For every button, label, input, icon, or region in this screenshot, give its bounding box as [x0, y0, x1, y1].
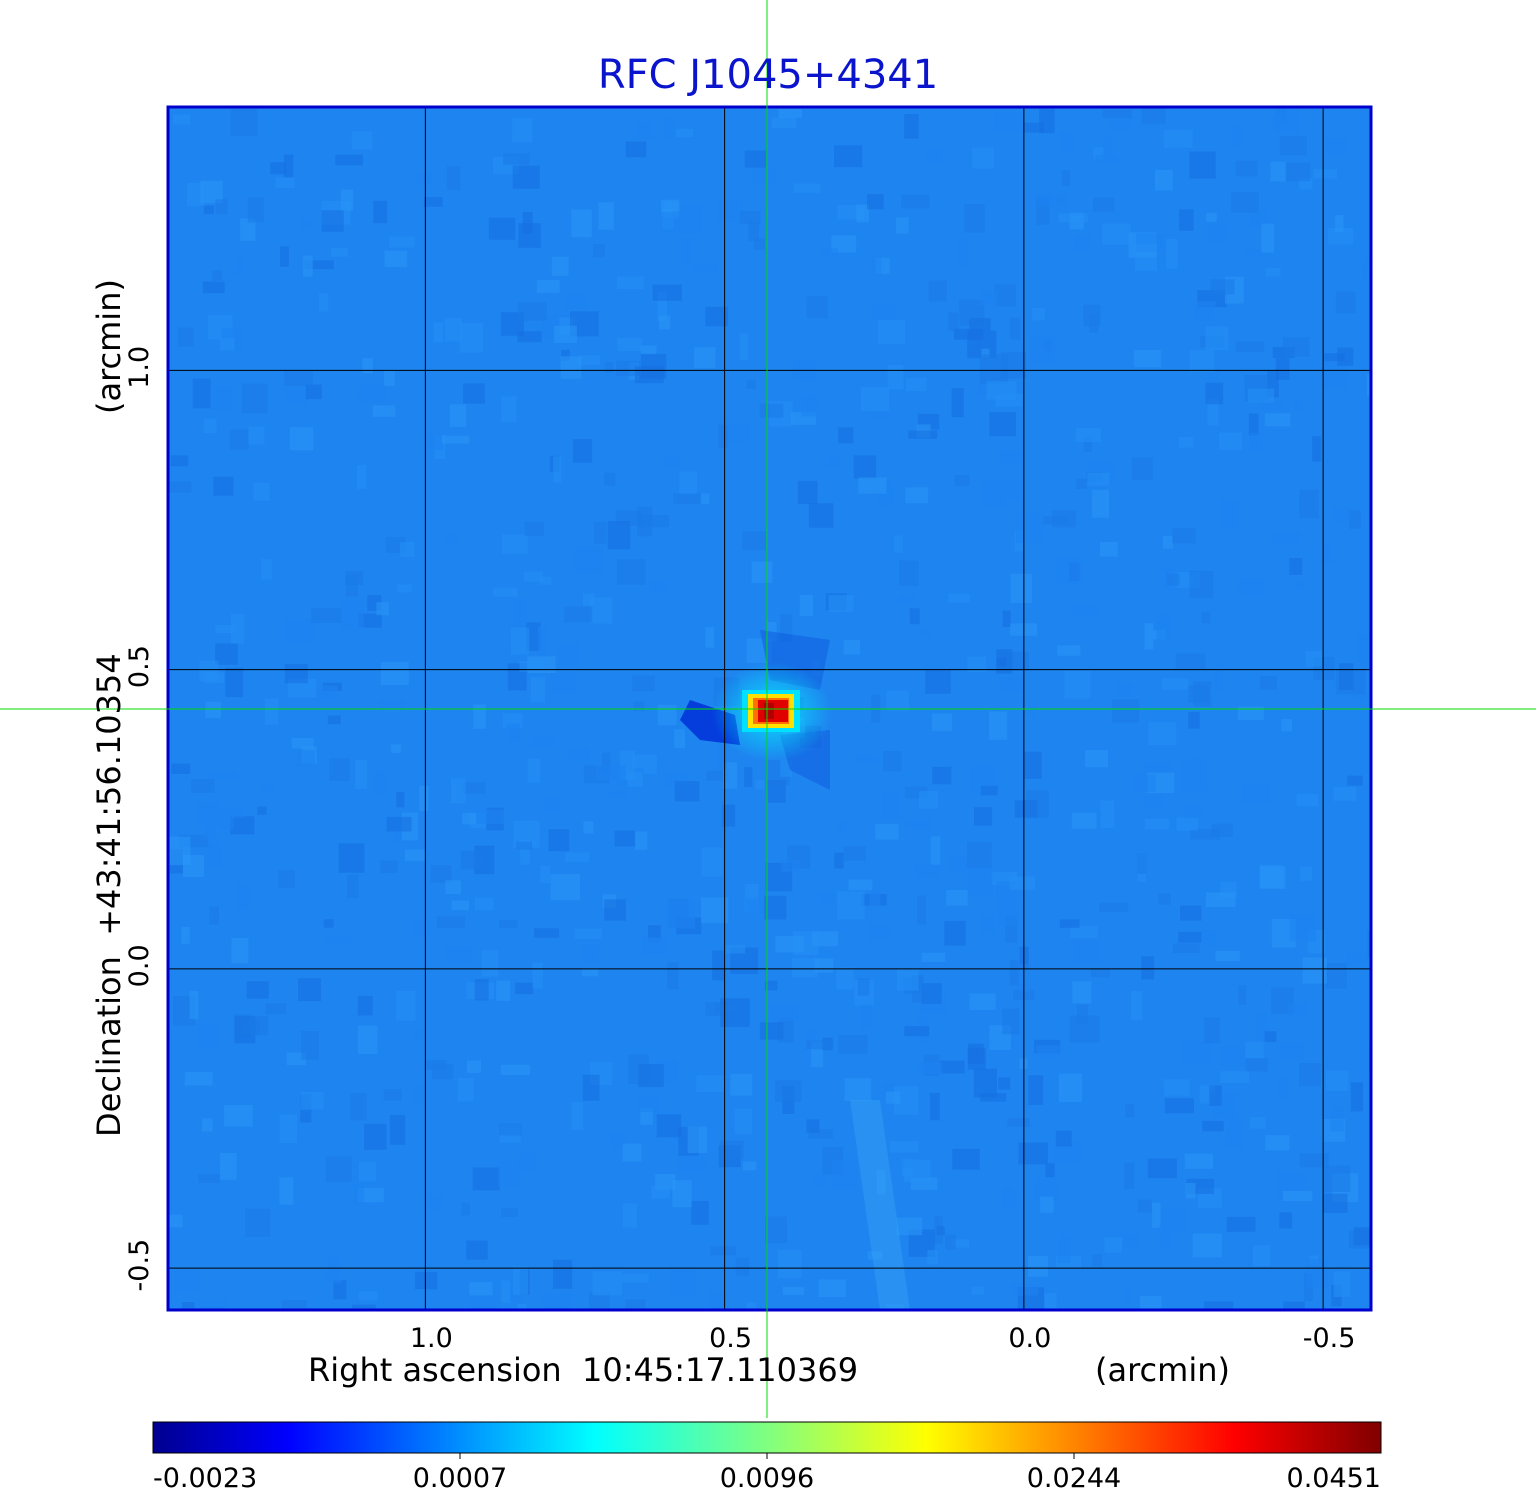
x-tick-label: 0.5: [709, 1323, 752, 1354]
x-tick-label: -0.5: [1303, 1323, 1356, 1354]
y-tick-label: -0.5: [124, 1239, 155, 1292]
colorbar-tick-label: -0.0023: [153, 1463, 257, 1494]
y-tick-label: 0.5: [124, 645, 155, 688]
x-axis-unit: (arcmin): [1095, 1351, 1230, 1389]
x-axis-label: Right ascension 10:45:17.110369: [308, 1351, 858, 1389]
y-tick-label: 1.0: [124, 346, 155, 389]
source-features: [680, 630, 910, 1310]
colorbar-tick-label: 0.0451: [1287, 1463, 1381, 1494]
y-axis-unit: (arcmin): [90, 279, 128, 414]
x-tick-label: 0.0: [1008, 1323, 1051, 1354]
colorbar-tick-label: 0.0096: [720, 1463, 814, 1494]
colorbar-tick-label: 0.0007: [413, 1463, 507, 1494]
sidelobe-streak: [850, 1100, 910, 1310]
source-core: [764, 703, 774, 719]
x-tick-label: 1.0: [410, 1323, 453, 1354]
colorbar-tick-label: 0.0244: [1027, 1463, 1121, 1494]
chart-title: RFC J1045+4341: [598, 52, 938, 98]
colorbar: [152, 1421, 1382, 1454]
y-tick-label: 0.0: [124, 944, 155, 987]
y-axis-label: Declination +43:41:56.10354: [90, 653, 128, 1137]
